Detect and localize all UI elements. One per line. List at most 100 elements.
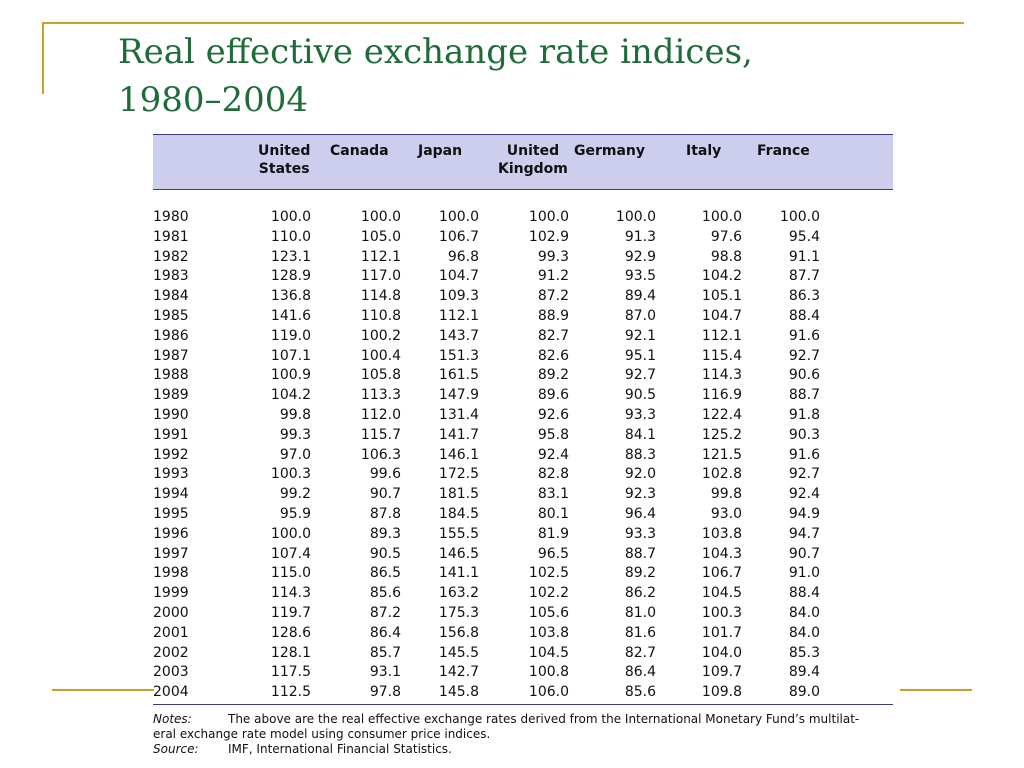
cell-year: 1982 <box>153 248 189 265</box>
cell-year: 1993 <box>153 466 189 483</box>
cell-germany: 90.5 <box>624 387 656 404</box>
cell-united-kingdom: 103.8 <box>528 624 569 641</box>
cell-germany: 93.5 <box>624 268 656 285</box>
cell-italy: 104.5 <box>701 585 742 602</box>
table-row: 2004 112.5 97.8 145.8 106.0 85.6 109.8 89.0 <box>153 683 820 703</box>
slide-title: Real effective exchange rate indices, 19… <box>118 28 753 124</box>
cell-italy: 97.6 <box>710 228 742 245</box>
cell-france: 95.4 <box>788 228 820 245</box>
cell-canada: 113.3 <box>360 387 401 404</box>
cell-japan: 141.7 <box>438 426 479 443</box>
cell-united-states: 119.0 <box>270 327 311 344</box>
cell-france: 91.6 <box>788 327 820 344</box>
cell-germany: 92.7 <box>624 367 656 384</box>
cell-germany: 88.7 <box>624 545 656 562</box>
cell-italy: 121.5 <box>701 446 742 463</box>
exchange-rate-table: United States Canada Japan United Kingdom … <box>153 134 820 703</box>
cell-year: 2002 <box>153 644 189 661</box>
table-row: 1981 110.0 105.0 106.7 102.9 91.3 97.6 95.4 <box>153 228 820 248</box>
cell-germany: 93.3 <box>624 406 656 423</box>
cell-germany: 89.4 <box>624 288 656 305</box>
cell-germany: 91.3 <box>624 228 656 245</box>
table-row: 2003 117.5 93.1 142.7 100.8 86.4 109.7 89.4 <box>153 663 820 683</box>
cell-united-kingdom: 83.1 <box>537 486 569 503</box>
cell-germany: 89.2 <box>624 565 656 582</box>
table-row: 1998 115.0 86.5 141.1 102.5 89.2 106.7 91.0 <box>153 564 820 584</box>
cell-france: 91.0 <box>788 565 820 582</box>
cell-italy: 125.2 <box>701 426 742 443</box>
cell-italy: 104.3 <box>701 545 742 562</box>
cell-united-kingdom: 82.6 <box>537 347 569 364</box>
cell-year: 1994 <box>153 486 189 503</box>
cell-france: 86.3 <box>788 288 820 305</box>
cell-canada: 106.3 <box>360 446 401 463</box>
cell-united-states: 107.1 <box>270 347 311 364</box>
cell-italy: 109.8 <box>701 684 742 701</box>
cell-united-kingdom: 100.8 <box>528 664 569 681</box>
cell-france: 92.7 <box>788 466 820 483</box>
cell-germany: 87.0 <box>624 307 656 324</box>
cell-united-kingdom: 102.9 <box>528 228 569 245</box>
cell-germany: 93.3 <box>624 525 656 542</box>
cell-canada: 110.8 <box>360 307 401 324</box>
source-text: IMF, International Financial Statistics. <box>228 742 452 756</box>
cell-japan: 161.5 <box>438 367 479 384</box>
table-row: 1983 128.9 117.0 104.7 91.2 93.5 104.2 87.7 <box>153 267 820 287</box>
cell-canada: 86.5 <box>369 565 401 582</box>
cell-year: 1988 <box>153 367 189 384</box>
cell-japan: 175.3 <box>438 604 479 621</box>
cell-united-kingdom: 100.0 <box>528 209 569 225</box>
table-row: 1988 100.9 105.8 161.5 89.2 92.7 114.3 90.6 <box>153 366 820 386</box>
cell-united-states: 128.1 <box>270 644 311 661</box>
cell-france: 87.7 <box>788 268 820 285</box>
table-row: 1996 100.0 89.3 155.5 81.9 93.3 103.8 94.7 <box>153 525 820 545</box>
cell-japan: 112.1 <box>438 307 479 324</box>
cell-canada: 105.0 <box>360 228 401 245</box>
cell-japan: 142.7 <box>438 664 479 681</box>
cell-year: 2003 <box>153 664 189 681</box>
cell-germany: 82.7 <box>624 644 656 661</box>
cell-france: 94.9 <box>788 505 820 522</box>
cell-italy: 99.8 <box>710 486 742 503</box>
accent-top-line <box>42 22 964 24</box>
cell-canada: 99.6 <box>369 466 401 483</box>
cell-france: 85.3 <box>788 644 820 661</box>
cell-year: 2001 <box>153 624 189 641</box>
cell-italy: 100.3 <box>701 604 742 621</box>
cell-canada: 85.6 <box>369 585 401 602</box>
table-row: 1980 100.0 100.0 100.0 100.0 100.0 100.0 100.0 <box>153 197 820 228</box>
cell-year: 1990 <box>153 406 189 423</box>
cell-united-states: 128.6 <box>270 624 311 641</box>
cell-italy: 104.0 <box>701 644 742 661</box>
cell-united-kingdom: 92.6 <box>537 406 569 423</box>
cell-italy: 101.7 <box>701 624 742 641</box>
cell-united-states: 119.7 <box>270 604 311 621</box>
cell-united-kingdom: 104.5 <box>528 644 569 661</box>
cell-france: 88.7 <box>788 387 820 404</box>
cell-united-states: 114.3 <box>270 585 311 602</box>
cell-japan: 146.5 <box>438 545 479 562</box>
cell-united-states: 100.0 <box>270 209 311 225</box>
cell-united-kingdom: 102.5 <box>528 565 569 582</box>
cell-france: 90.6 <box>788 367 820 384</box>
cell-japan: 172.5 <box>438 466 479 483</box>
cell-year: 1985 <box>153 307 189 324</box>
cell-france: 91.1 <box>788 248 820 265</box>
table-body: 1980 100.0 100.0 100.0 100.0 100.0 100.0 100.0 1… <box>153 197 820 703</box>
notes-text-1: The above are the real effective exchang… <box>228 712 860 726</box>
table-row: 1991 99.3 115.7 141.7 95.8 84.1 125.2 90.3 <box>153 426 820 446</box>
column-header-germany: Germany <box>574 143 646 159</box>
cell-year: 1989 <box>153 387 189 404</box>
cell-year: 1986 <box>153 327 189 344</box>
cell-united-states: 100.3 <box>270 466 311 483</box>
cell-united-states: 128.9 <box>270 268 311 285</box>
cell-united-states: 110.0 <box>270 228 311 245</box>
cell-canada: 87.2 <box>369 604 401 621</box>
cell-germany: 81.0 <box>624 604 656 621</box>
source-line: Source: IMF, International Financial Stat… <box>153 742 893 757</box>
cell-united-kingdom: 81.9 <box>537 525 569 542</box>
cell-canada: 93.1 <box>369 664 401 681</box>
cell-year: 1983 <box>153 268 189 285</box>
cell-united-states: 112.5 <box>270 684 311 701</box>
accent-bottom-right-line <box>900 689 972 691</box>
